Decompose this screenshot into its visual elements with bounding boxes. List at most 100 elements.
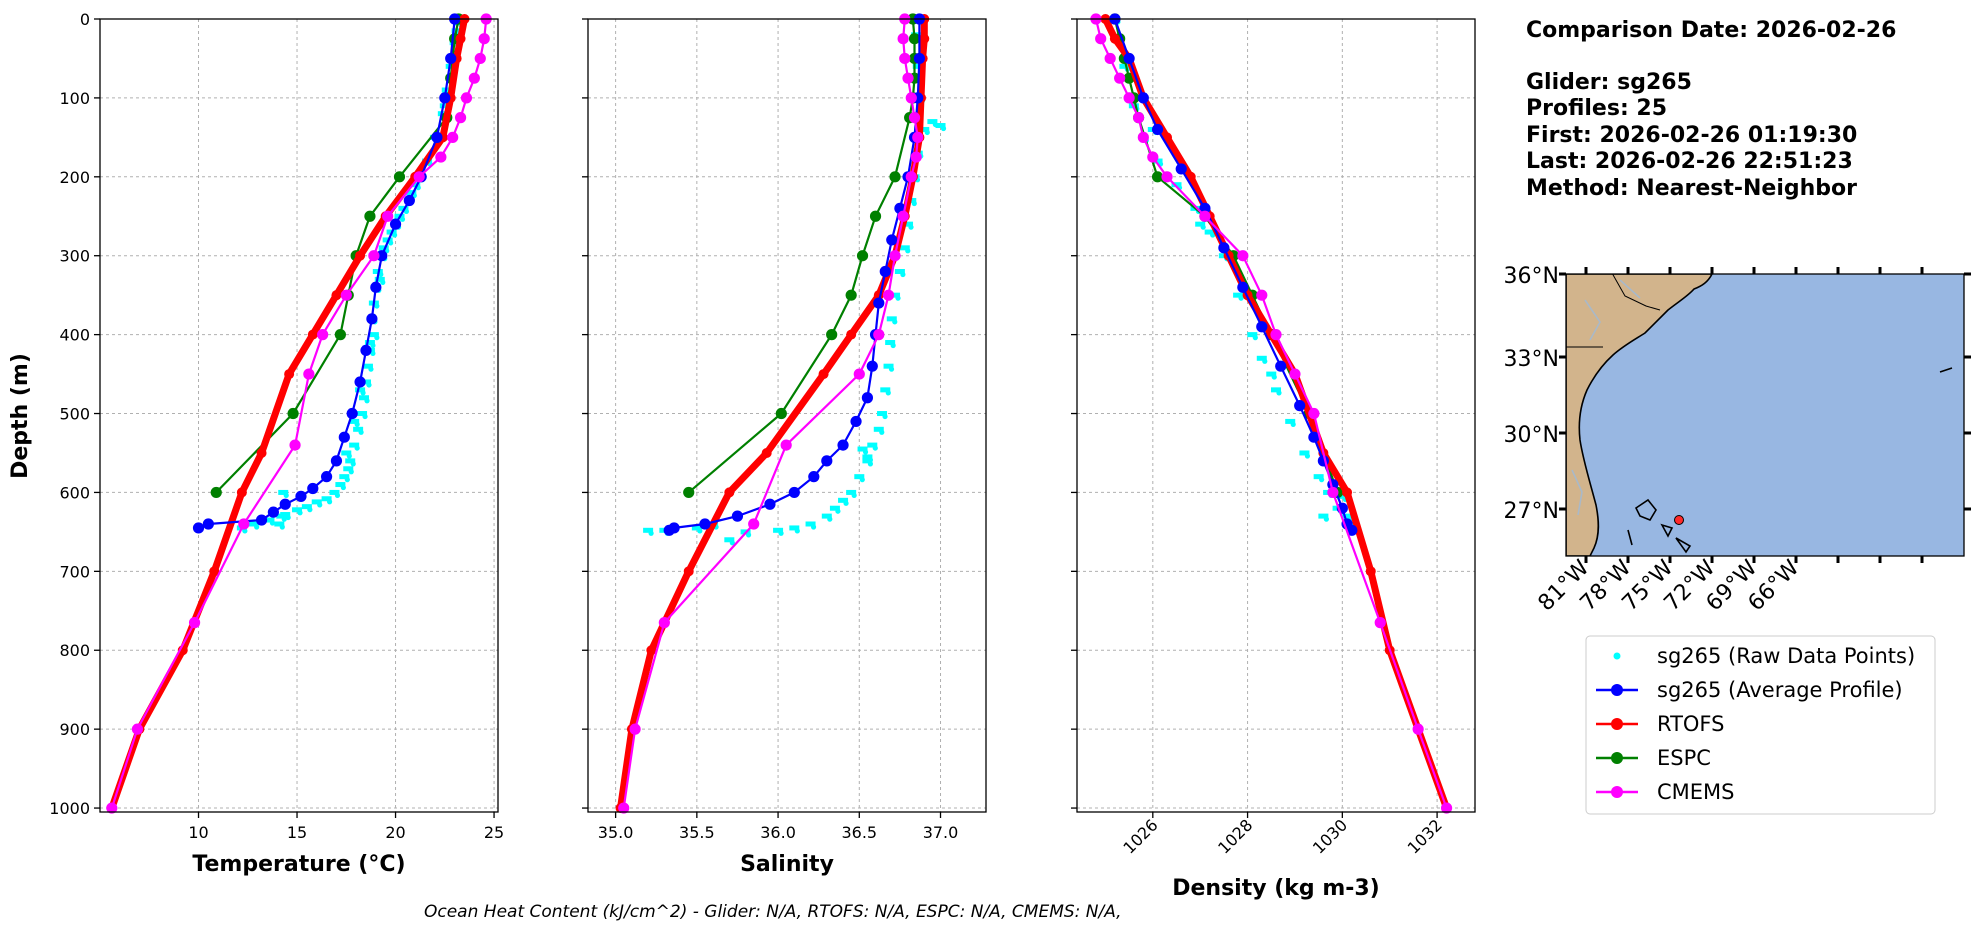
raw-data-point [311, 499, 322, 505]
profile-marker [431, 131, 443, 143]
lat-label: 36°N [1504, 264, 1559, 289]
profile-marker [902, 72, 914, 84]
profile-marker [780, 439, 792, 451]
raw-data-point [1252, 335, 1258, 341]
density-grid [1077, 18, 1475, 812]
raw-data-point [349, 442, 360, 448]
raw-data-point [278, 489, 289, 495]
raw-data-point [724, 537, 735, 543]
profile-marker [699, 518, 711, 530]
profile-marker [1256, 321, 1268, 333]
raw-data-point [254, 524, 260, 530]
profile-marker [899, 52, 911, 65]
profile-marker [818, 369, 829, 380]
x-tick-label: 35.5 [679, 823, 715, 842]
raw-data-point [912, 63, 923, 69]
raw-data-point [846, 489, 857, 495]
profile-marker [202, 518, 214, 530]
raw-data-point [364, 340, 375, 346]
profile-marker [1114, 72, 1126, 84]
raw-data-point [370, 350, 376, 357]
legend-item: sg265 (Average Profile) [1596, 678, 1903, 702]
temperature-series [106, 13, 492, 814]
profile-marker [382, 210, 394, 222]
profile-marker [889, 171, 901, 183]
raw-data-point [886, 316, 897, 322]
profile-marker [445, 52, 457, 65]
raw-data-point [935, 123, 946, 129]
profile-marker [1346, 524, 1358, 536]
profile-marker [334, 329, 346, 341]
raw-data-point [1247, 332, 1258, 338]
raw-data-point [362, 413, 368, 420]
profile-marker [905, 92, 917, 104]
series-cmems [1090, 13, 1453, 814]
profile-line [1113, 18, 1353, 531]
raw-data-point [877, 411, 888, 417]
salinity-axes-frame [587, 18, 987, 813]
profile-marker [1308, 431, 1320, 443]
map-lat-labels: 36°N 33°N 30°N 27°N [1504, 264, 1559, 524]
depth-tick-label: 800 [59, 641, 90, 660]
legend-item: RTOFS [1596, 712, 1724, 736]
profile-marker [331, 290, 342, 301]
profile-marker [658, 617, 670, 629]
raw-data-point [867, 461, 874, 467]
depth-axis-label: Depth (m) [8, 353, 33, 479]
map-land [1566, 274, 1713, 556]
raw-data-point [374, 276, 385, 282]
density-panel: 1026 1028 1030 1032 Density (kg m-3) [1071, 13, 1476, 901]
raw-data-point [911, 200, 917, 207]
x-tick-label: 20 [385, 823, 405, 842]
raw-data-point [392, 232, 398, 238]
raw-data-point [862, 458, 873, 464]
raw-data-point [321, 496, 332, 502]
raw-data-point [903, 221, 914, 227]
raw-data-point [341, 450, 352, 456]
legend-swatch [1613, 652, 1621, 660]
raw-data-point [851, 492, 857, 499]
profile-marker [439, 92, 451, 104]
raw-data-point [908, 224, 914, 230]
raw-data-point [410, 182, 421, 188]
raw-data-point [1233, 292, 1244, 298]
depth-y-ticks: 0 100 200 300 400 500 600 700 800 900 1000 [49, 10, 100, 818]
raw-data-point [364, 398, 370, 404]
profile-marker [1440, 802, 1453, 814]
raw-data-point [264, 517, 275, 523]
depth-tick-label: 900 [59, 720, 90, 739]
raw-data-point [1276, 390, 1282, 396]
profile-marker [307, 482, 319, 495]
raw-data-point [1204, 229, 1215, 235]
raw-data-point [1285, 418, 1296, 424]
raw-data-point [1318, 513, 1329, 519]
profile-marker [364, 210, 376, 222]
profile-marker [188, 617, 201, 629]
profile-marker [317, 329, 329, 341]
map-islands [1627, 367, 1953, 554]
profile-marker [886, 234, 898, 246]
series-sg265-average-profile [663, 13, 925, 536]
profile-marker [393, 171, 406, 183]
salinity-y-tickmarks [582, 18, 588, 809]
raw-data-point [1171, 182, 1182, 188]
raw-data-point [924, 129, 930, 136]
profile-marker [1137, 92, 1149, 104]
raw-data-point [838, 497, 849, 503]
raw-data-point [335, 482, 346, 488]
raw-data-point [794, 528, 800, 534]
legend-item: sg265 (Raw Data Points) [1613, 644, 1915, 668]
depth-tick-label: 600 [59, 483, 90, 502]
raw-data-point [843, 500, 849, 506]
raw-data-point [1119, 63, 1130, 69]
raw-data-point [292, 507, 303, 513]
location-map: 36°N 33°N 30°N 27°N 81°W 78°W 75°W 72°W … [1504, 264, 1971, 616]
temperature-x-ticks: 10 15 20 25 [188, 812, 504, 842]
profile-marker [856, 250, 869, 262]
legend-swatch-marker [1611, 684, 1623, 696]
raw-data-point [862, 454, 873, 460]
series-cmems [106, 13, 492, 814]
raw-data-point [355, 387, 366, 393]
profile-marker [1218, 242, 1230, 254]
profile-marker [1151, 123, 1164, 136]
